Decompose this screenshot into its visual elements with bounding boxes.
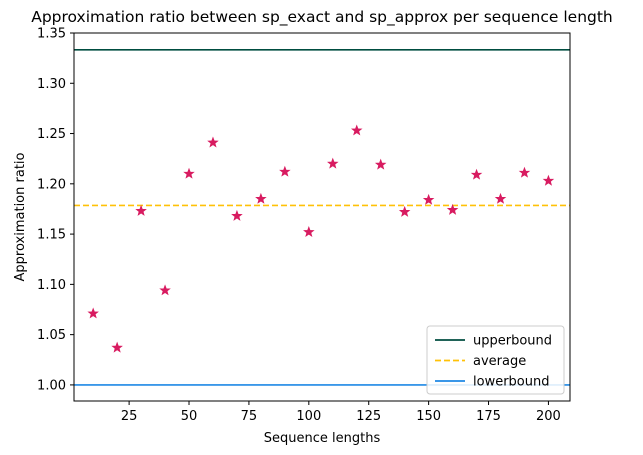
data-point [207,136,219,148]
data-point [374,158,387,170]
data-point [494,192,507,204]
y-tick-label: 1.00 [37,378,66,393]
x-tick-label: 150 [416,409,441,424]
x-axis: 25 50 75 100 125 150 175 200 [121,401,561,424]
data-point [327,157,339,169]
data-point [446,203,459,215]
y-tick-label: 1.25 [37,127,66,142]
y-axis-label: Approximation ratio [13,152,28,281]
x-tick-label: 100 [296,409,321,424]
data-point [231,209,243,221]
y-tick-label: 1.15 [37,228,66,243]
data-point [87,307,99,319]
data-point [279,165,291,177]
legend-box [426,325,565,395]
y-tick-label: 1.30 [37,77,66,92]
plot-frame [73,32,571,402]
data-point [183,167,195,179]
y-tick-label: 1.10 [37,278,66,293]
legend-label-average: average [473,354,526,369]
x-tick-label: 50 [181,409,198,424]
legend-label-lowerbound: lowerbound [473,375,549,390]
data-point [159,284,171,296]
x-tick-label: 125 [356,409,381,424]
data-point [303,226,315,237]
y-axis: 1.00 1.05 1.10 1.15 1.20 1.25 1.30 1.35 [37,27,74,393]
data-point [350,124,363,136]
data-point [518,166,531,178]
data-point [542,174,555,186]
chart-title: Approximation ratio between sp_exact and… [31,8,613,27]
data-point [255,192,267,204]
y-tick-label: 1.05 [37,328,66,343]
x-tick-label: 25 [121,409,138,424]
x-axis-label: Sequence lengths [264,431,381,446]
x-tick-label: 75 [241,409,258,424]
data-point [111,341,123,353]
data-point [422,193,435,205]
data-point [135,204,147,216]
legend: upperbound average lowerbound [426,325,565,395]
x-tick-label: 200 [536,409,561,424]
legend-label-upperbound: upperbound [473,334,552,349]
data-point [398,205,411,217]
x-tick-label: 175 [476,409,501,424]
y-tick-label: 1.20 [37,177,66,192]
y-tick-label: 1.35 [37,27,66,42]
data-point [470,168,483,180]
